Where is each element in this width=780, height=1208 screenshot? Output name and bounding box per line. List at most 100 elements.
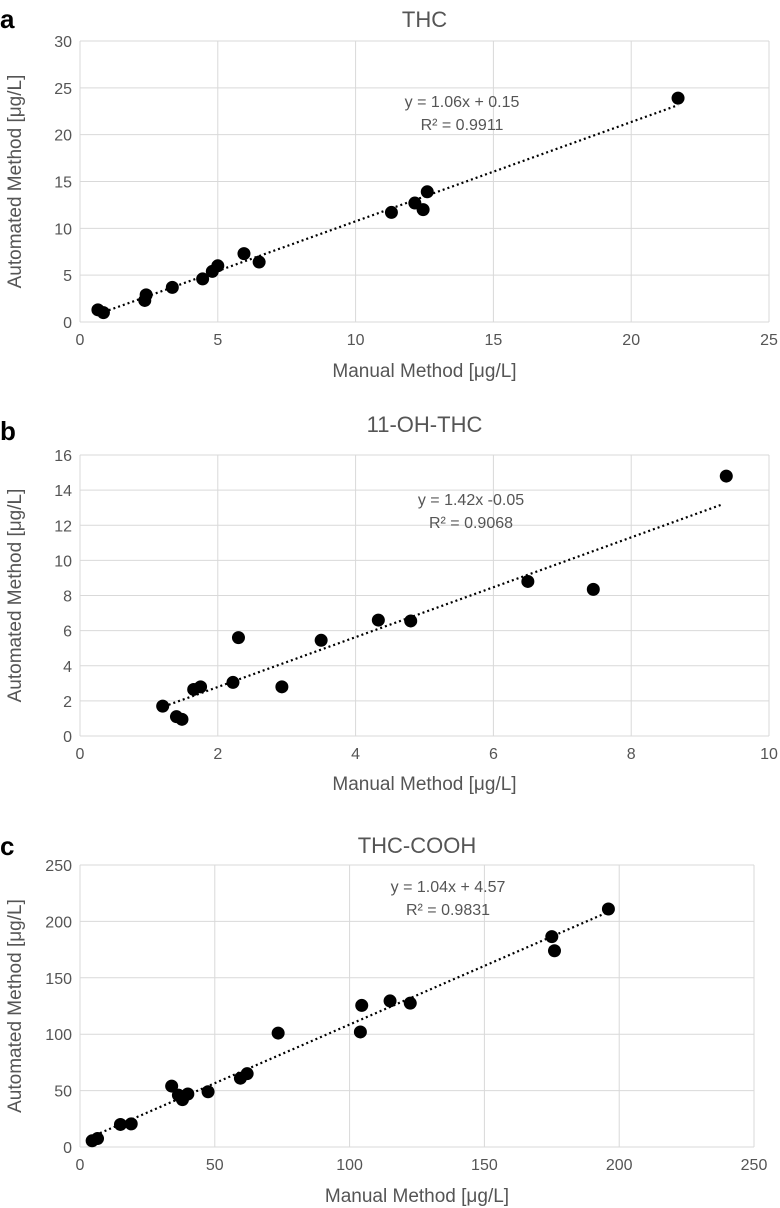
linear-trendline xyxy=(158,503,722,710)
panel-a-chart: a 0 5 10 15 20 25 30 0 5 10 15 20 25 THC Manual Method… xyxy=(0,4,778,382)
panel-c-letter: c xyxy=(0,831,14,861)
data-point xyxy=(156,699,170,713)
x-tick-label: 250 xyxy=(741,1157,768,1174)
y-tick-label: 2 xyxy=(63,694,72,711)
x-tick-label: 0 xyxy=(76,1157,85,1174)
chart-title: THC-COOH xyxy=(358,833,477,858)
data-point xyxy=(601,902,615,916)
data-point xyxy=(240,1067,254,1081)
y-tick-label: 200 xyxy=(45,914,72,931)
x-tick-label: 25 xyxy=(760,332,778,349)
x-tick-label: 200 xyxy=(606,1157,633,1174)
y-tick-label: 0 xyxy=(63,315,72,332)
y-tick-label: 15 xyxy=(54,175,72,192)
x-axis-label: Manual Method [μg/L] xyxy=(325,1186,509,1207)
data-point xyxy=(719,469,733,483)
data-point xyxy=(237,247,251,261)
data-point xyxy=(545,930,559,944)
panel-a-letter: a xyxy=(0,4,15,34)
x-axis-label: Manual Method [μg/L] xyxy=(332,361,516,382)
trendline-equation: y = 1.06x + 0.15 xyxy=(405,94,520,111)
data-point xyxy=(165,280,179,294)
y-tick-label: 16 xyxy=(54,448,72,465)
y-tick-label: 6 xyxy=(63,624,72,641)
panel-b-chart: b 0 2 4 6 8 10 12 14 16 0 2 4 6 8 10 11-OH-THC Manual Me… xyxy=(0,412,778,795)
data-point xyxy=(371,613,385,627)
data-point xyxy=(383,994,397,1008)
x-tick-label: 100 xyxy=(336,1157,363,1174)
data-point xyxy=(252,255,266,269)
data-point xyxy=(124,1117,138,1131)
x-tick-label: 0 xyxy=(76,746,85,763)
x-tick-label: 10 xyxy=(760,746,778,763)
trendline-equation: y = 1.04x + 4.57 xyxy=(391,879,506,896)
panel-c-chart: c 0 50 100 150 200 250 0 50 100 150 200 250 THC-COOH… xyxy=(0,831,767,1207)
y-tick-label: 8 xyxy=(63,589,72,606)
data-point xyxy=(96,306,110,320)
data-point xyxy=(355,998,369,1012)
x-tick-label: 5 xyxy=(213,332,222,349)
y-tick-label: 30 xyxy=(54,34,72,51)
data-point xyxy=(165,1079,179,1093)
trendline-equation: y = 1.42x -0.05 xyxy=(418,492,524,509)
data-point xyxy=(194,680,208,694)
y-tick-label: 4 xyxy=(63,659,72,676)
chart-title: THC xyxy=(402,7,447,32)
x-tick-label: 150 xyxy=(471,1157,498,1174)
data-point xyxy=(353,1025,367,1039)
y-tick-label: 10 xyxy=(54,221,72,238)
data-point xyxy=(547,944,561,958)
data-point xyxy=(113,1117,127,1131)
x-tick-label: 6 xyxy=(489,746,498,763)
y-tick-label: 50 xyxy=(54,1084,72,1101)
x-tick-label: 0 xyxy=(76,332,85,349)
x-tick-label: 8 xyxy=(627,746,636,763)
data-point xyxy=(211,259,225,273)
linear-trendline xyxy=(90,910,609,1139)
data-point xyxy=(403,996,417,1010)
data-point xyxy=(404,614,418,628)
y-axis-label: Automated Method [μg/L] xyxy=(5,899,26,1113)
data-point xyxy=(671,91,685,105)
y-tick-label: 100 xyxy=(45,1027,72,1044)
x-tick-label: 10 xyxy=(347,332,365,349)
y-tick-label: 0 xyxy=(63,729,72,746)
data-point xyxy=(91,1132,105,1146)
data-point xyxy=(384,205,398,219)
data-point xyxy=(201,1085,215,1099)
x-tick-label: 50 xyxy=(206,1157,224,1174)
data-point xyxy=(175,712,189,726)
data-point xyxy=(586,582,600,596)
y-tick-label: 5 xyxy=(63,268,72,285)
y-tick-label: 0 xyxy=(63,1140,72,1157)
r-squared-label: R² = 0.9068 xyxy=(429,515,513,532)
data-point xyxy=(139,288,153,302)
r-squared-label: R² = 0.9911 xyxy=(421,117,504,134)
panel-b-letter: b xyxy=(0,416,16,446)
r-squared-label: R² = 0.9831 xyxy=(406,902,490,919)
data-point xyxy=(226,675,240,689)
y-tick-label: 14 xyxy=(54,483,72,500)
data-point xyxy=(275,680,289,694)
chart-title: 11-OH-THC xyxy=(367,412,483,437)
y-axis-label: Automated Method [μg/L] xyxy=(5,75,26,289)
data-point xyxy=(314,633,328,647)
y-tick-label: 10 xyxy=(54,553,72,570)
y-tick-label: 150 xyxy=(45,971,72,988)
y-tick-label: 20 xyxy=(54,128,72,145)
data-point xyxy=(196,272,210,286)
data-point xyxy=(521,574,535,588)
x-tick-label: 2 xyxy=(213,746,222,763)
data-point xyxy=(420,185,434,199)
x-tick-label: 4 xyxy=(351,746,360,763)
x-tick-label: 15 xyxy=(485,332,503,349)
data-point xyxy=(181,1087,195,1101)
y-tick-label: 25 xyxy=(54,81,72,98)
x-axis-label: Manual Method [μg/L] xyxy=(332,774,516,795)
data-point xyxy=(271,1026,285,1040)
data-point xyxy=(231,631,245,645)
data-point xyxy=(416,203,430,217)
y-axis-label: Automated Method [μg/L] xyxy=(5,489,26,703)
y-tick-label: 250 xyxy=(45,858,72,875)
